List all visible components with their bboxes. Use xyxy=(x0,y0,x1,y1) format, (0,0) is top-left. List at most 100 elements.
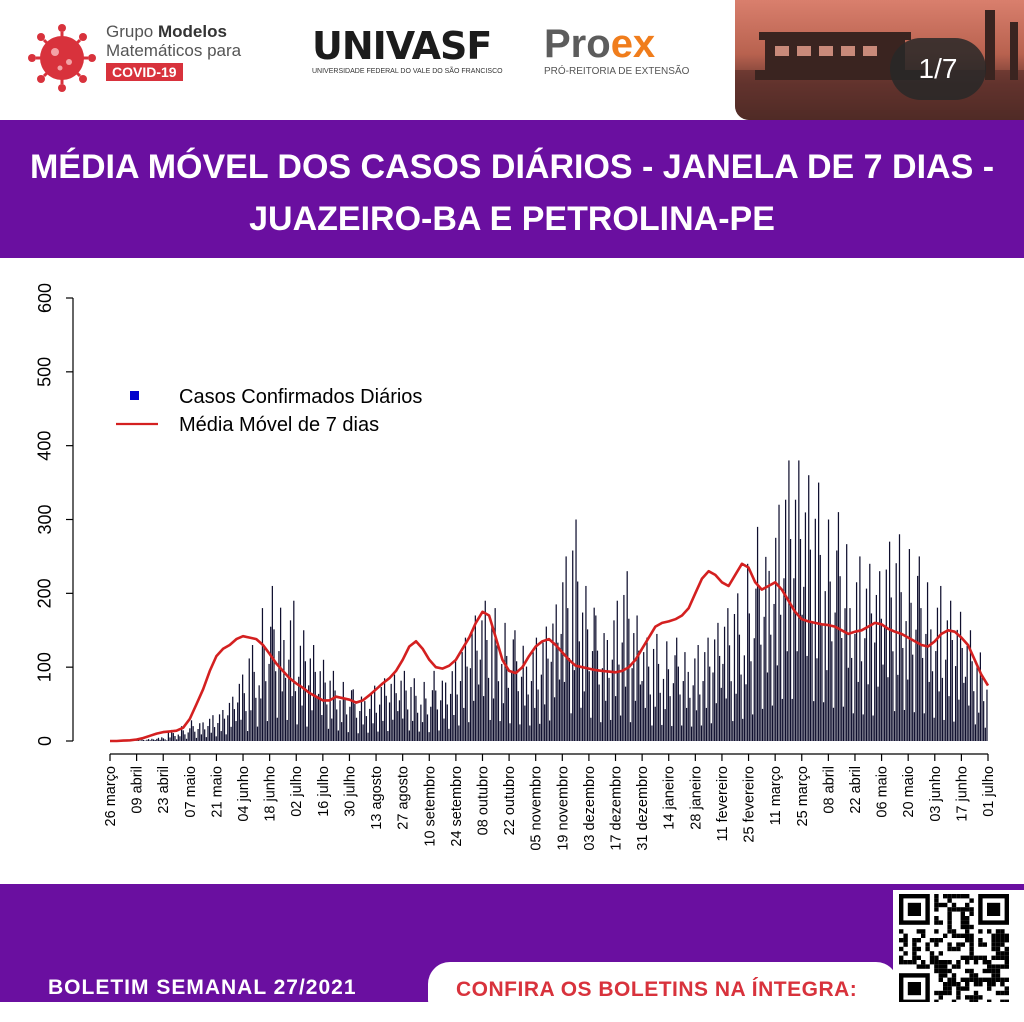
bar xyxy=(711,723,712,741)
bar xyxy=(330,681,331,741)
bar xyxy=(851,658,852,741)
bar xyxy=(513,639,514,741)
bar xyxy=(785,500,786,741)
bar xyxy=(473,701,474,741)
bar xyxy=(222,710,223,741)
bar xyxy=(533,652,534,741)
bar xyxy=(221,731,222,741)
bar xyxy=(610,720,611,741)
bar xyxy=(551,662,552,741)
bar xyxy=(153,739,154,741)
bar xyxy=(925,634,926,741)
bar xyxy=(625,687,626,741)
bar xyxy=(450,694,451,741)
bar xyxy=(623,595,624,741)
bar xyxy=(270,627,271,741)
bar xyxy=(914,712,915,741)
bar xyxy=(668,669,669,741)
bar xyxy=(953,722,954,741)
bar xyxy=(536,638,537,741)
bar xyxy=(303,630,304,741)
bar xyxy=(764,617,765,741)
y-tick-label: 100 xyxy=(35,652,55,682)
bar xyxy=(797,651,798,741)
bar xyxy=(358,733,359,741)
x-tick-label: 09 abril xyxy=(130,766,146,814)
bar xyxy=(783,578,784,741)
bar xyxy=(628,619,629,741)
bar xyxy=(442,681,443,741)
bar xyxy=(344,698,345,741)
bar xyxy=(972,661,973,741)
bar xyxy=(176,739,177,741)
bar xyxy=(600,722,601,741)
bar xyxy=(915,630,916,741)
bar xyxy=(414,678,415,741)
bar xyxy=(909,549,910,741)
bar xyxy=(356,718,357,741)
bar xyxy=(742,719,743,741)
bar xyxy=(823,702,824,741)
bar xyxy=(932,671,933,741)
bar xyxy=(440,700,441,741)
bar xyxy=(209,719,210,741)
x-tick-label: 25 fevereiro xyxy=(742,766,758,843)
qr-code[interactable] xyxy=(893,890,1024,1002)
bar xyxy=(975,724,976,741)
title-band: MÉDIA MÓVEL DOS CASOS DIÁRIOS - JANELA D… xyxy=(0,120,1024,258)
x-tick-label: 03 junho xyxy=(928,766,944,822)
bar xyxy=(260,698,261,741)
bar xyxy=(396,693,397,741)
bar xyxy=(650,694,651,741)
bar xyxy=(277,718,278,741)
bar xyxy=(252,645,253,741)
bar xyxy=(338,730,339,741)
bar xyxy=(765,557,766,741)
bar xyxy=(219,714,220,741)
x-tick-label: 03 dezembro xyxy=(582,766,598,851)
bar xyxy=(770,635,771,741)
bar xyxy=(301,706,302,741)
bar xyxy=(767,672,768,741)
x-tick-label: 10 setembro xyxy=(422,766,438,847)
bar xyxy=(410,687,411,741)
bar xyxy=(199,723,200,741)
bar xyxy=(166,740,167,741)
bar xyxy=(810,550,811,741)
bar xyxy=(232,697,233,741)
bar xyxy=(529,726,530,742)
bar xyxy=(438,730,439,741)
bar xyxy=(244,693,245,741)
bar xyxy=(934,718,935,741)
bar xyxy=(320,671,321,741)
bar xyxy=(706,708,707,741)
bar xyxy=(965,677,966,741)
bar xyxy=(212,715,213,741)
bar xyxy=(488,678,489,741)
bar xyxy=(268,664,269,741)
bar xyxy=(318,694,319,741)
bar xyxy=(912,655,913,741)
bar xyxy=(811,621,812,741)
bar xyxy=(773,604,774,741)
covid-logo-text: Grupo Modelos Matemáticos para xyxy=(106,22,241,60)
bar xyxy=(858,682,859,741)
bar xyxy=(158,738,159,741)
bar xyxy=(721,688,722,741)
bar xyxy=(919,556,920,741)
bar xyxy=(230,727,231,741)
bar xyxy=(183,730,184,741)
bar xyxy=(678,667,679,741)
bar xyxy=(636,615,637,741)
bar xyxy=(189,728,190,741)
bar xyxy=(615,696,616,741)
bar xyxy=(457,694,458,741)
bar xyxy=(740,675,741,741)
bar xyxy=(262,608,263,741)
bar xyxy=(691,727,692,741)
bar xyxy=(554,697,555,741)
legend-label-bars: Casos Confirmados Diários xyxy=(179,386,422,408)
bar xyxy=(935,651,936,741)
x-tick-label: 07 maio xyxy=(183,766,199,818)
bar xyxy=(929,682,930,741)
